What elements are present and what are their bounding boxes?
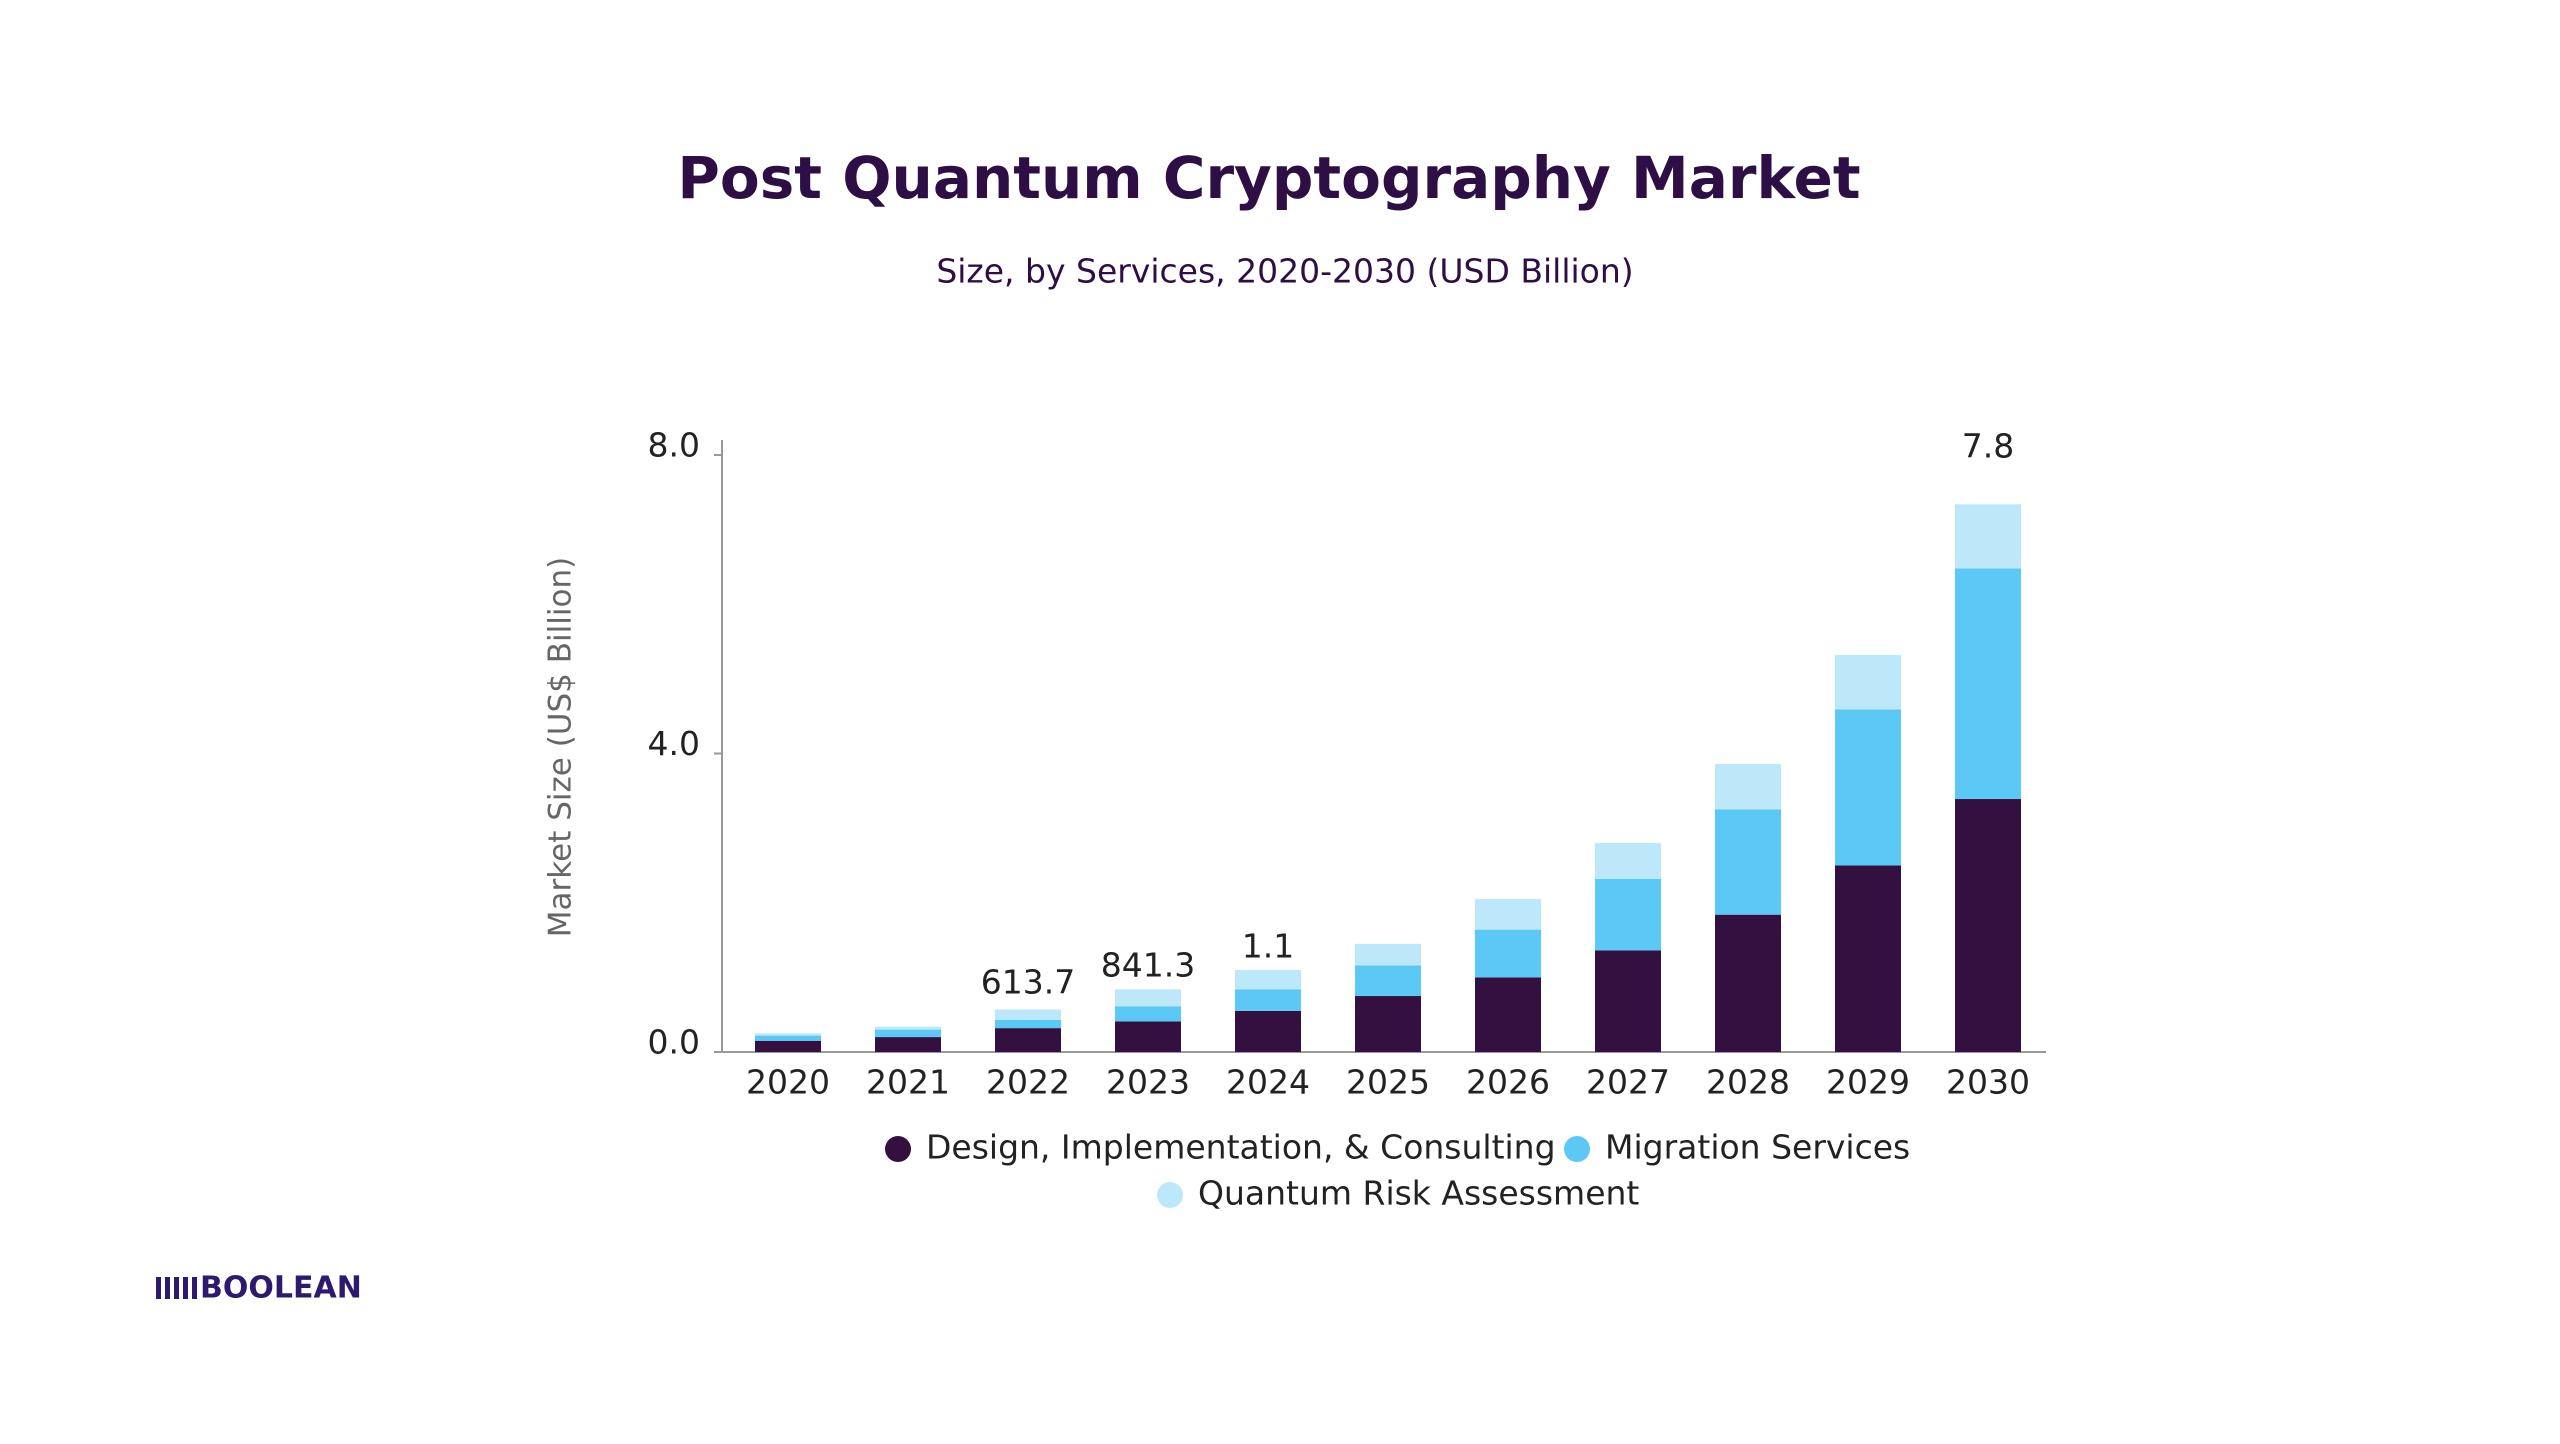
x-tick-label: 2022 bbox=[986, 1063, 1070, 1102]
bar-segment bbox=[1835, 865, 1901, 1052]
x-tick-label: 2024 bbox=[1226, 1063, 1310, 1102]
bar-segment bbox=[995, 1028, 1061, 1052]
bar-segment bbox=[755, 1033, 821, 1036]
y-tick-label: 8.0 bbox=[648, 426, 700, 465]
bar-segment bbox=[1715, 763, 1781, 810]
total-label: 7.8 bbox=[1962, 426, 2014, 465]
bar-segment bbox=[875, 1037, 941, 1052]
bar-segment bbox=[1955, 799, 2021, 1052]
x-tick-label: 2026 bbox=[1466, 1063, 1550, 1102]
legend-label: Design, Implementation, & Consulting bbox=[926, 1128, 1556, 1167]
bar-segment bbox=[755, 1035, 821, 1041]
x-tick-label: 2027 bbox=[1586, 1063, 1670, 1102]
total-label: 1.1 bbox=[1242, 926, 1294, 965]
x-tick-label: 2020 bbox=[746, 1063, 830, 1102]
legend-marker bbox=[1564, 1136, 1590, 1162]
brand-name: BOOLEAN bbox=[200, 1271, 362, 1306]
bar-segment bbox=[1475, 977, 1541, 1052]
bar-segment bbox=[1355, 943, 1421, 966]
total-label: 613.7 bbox=[981, 963, 1075, 1002]
legend-marker bbox=[885, 1136, 911, 1162]
bar-segment bbox=[875, 1026, 941, 1030]
bar-segment bbox=[1835, 709, 1901, 866]
brand-logo: BOOLEAN bbox=[156, 1271, 362, 1306]
bar-segment bbox=[995, 1019, 1061, 1029]
bar-segment bbox=[755, 1040, 821, 1052]
y-tick-label: 4.0 bbox=[648, 724, 700, 763]
bar-segment bbox=[1235, 1010, 1301, 1052]
legend-label: Quantum Risk Assessment bbox=[1198, 1174, 1639, 1213]
bar-segment bbox=[1595, 950, 1661, 1052]
chart-subtitle: Size, by Services, 2020-2030 (USD Billio… bbox=[936, 252, 1633, 291]
x-tick-label: 2028 bbox=[1706, 1063, 1790, 1102]
bar-segment bbox=[1355, 996, 1421, 1052]
bar-segment bbox=[1715, 914, 1781, 1052]
bar-segment bbox=[1715, 809, 1781, 915]
legend-marker bbox=[1157, 1182, 1183, 1208]
bar-segment bbox=[1115, 1006, 1181, 1022]
bar-segment bbox=[1235, 989, 1301, 1011]
x-tick-label: 2029 bbox=[1826, 1063, 1910, 1102]
bar-segment bbox=[995, 1009, 1061, 1020]
bar-segment bbox=[1115, 1021, 1181, 1052]
bar-segment bbox=[1235, 969, 1301, 990]
x-tick-label: 2023 bbox=[1106, 1063, 1190, 1102]
bar-segment bbox=[875, 1029, 941, 1038]
legend-label: Migration Services bbox=[1605, 1128, 1910, 1167]
bar-segment bbox=[1475, 929, 1541, 978]
chart-title: Post Quantum Cryptography Market bbox=[677, 144, 1860, 212]
x-tick-label: 2030 bbox=[1946, 1063, 2030, 1102]
bar-segment bbox=[1955, 568, 2021, 800]
bar-segment bbox=[1475, 899, 1541, 930]
bar-segment bbox=[1355, 965, 1421, 997]
x-tick-label: 2025 bbox=[1346, 1063, 1430, 1102]
total-label: 841.3 bbox=[1101, 946, 1195, 985]
x-tick-label: 2021 bbox=[866, 1063, 950, 1102]
y-axis-label: Market Size (US$ Billion) bbox=[543, 557, 579, 937]
bar-segment bbox=[1595, 878, 1661, 951]
bar-segment bbox=[1835, 654, 1901, 710]
bar-segment bbox=[1955, 504, 2021, 569]
bar-segment bbox=[1595, 843, 1661, 879]
y-tick-label: 0.0 bbox=[648, 1023, 700, 1062]
bar-segment bbox=[1115, 989, 1181, 1007]
